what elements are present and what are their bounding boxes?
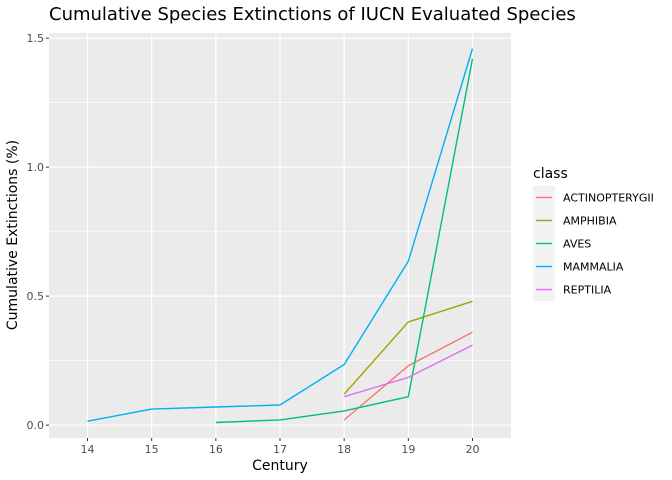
series-line-actinopterygii bbox=[343, 331, 473, 421]
x-tick-label: 20 bbox=[466, 443, 480, 456]
x-axis: 14 15 16 17 18 19 20 bbox=[81, 438, 480, 456]
series-line-aves bbox=[215, 58, 474, 424]
series-line-reptilia bbox=[343, 344, 473, 398]
legend-label: AMPHIBIA bbox=[563, 215, 617, 228]
y-tick-label: 0.5 bbox=[27, 290, 45, 303]
y-tick-label: 1.0 bbox=[27, 161, 45, 174]
series-line-mammalia bbox=[87, 48, 474, 422]
y-tick-label: 0.0 bbox=[27, 419, 45, 432]
major-gridlines bbox=[49, 33, 511, 438]
x-tick-label: 16 bbox=[209, 443, 223, 456]
legend-label: AVES bbox=[563, 238, 591, 251]
x-tick-label: 17 bbox=[273, 443, 287, 456]
x-tick-label: 19 bbox=[401, 443, 415, 456]
y-axis-title: Cumulative Extinctions (%) bbox=[5, 140, 21, 330]
series-lines bbox=[87, 48, 474, 424]
y-axis: 0.0 0.5 1.0 1.5 bbox=[27, 32, 49, 432]
x-tick-label: 18 bbox=[337, 443, 351, 456]
legend-label: ACTINOPTERYGII bbox=[563, 192, 654, 205]
x-tick-label: 15 bbox=[145, 443, 159, 456]
legend: class ACTINOPTERYGII AMPHIBIA AVES MAMMALIA… bbox=[533, 166, 654, 301]
x-tick-label: 14 bbox=[81, 443, 95, 456]
legend-label: MAMMALIA bbox=[563, 261, 624, 274]
series-line-amphibia bbox=[343, 300, 473, 395]
chart-title: Cumulative Species Extinctions of IUCN E… bbox=[49, 4, 576, 25]
legend-label: REPTILIA bbox=[563, 284, 612, 297]
legend-title: class bbox=[533, 166, 568, 182]
x-axis-title: Century bbox=[252, 458, 308, 474]
y-tick-label: 1.5 bbox=[27, 32, 45, 45]
